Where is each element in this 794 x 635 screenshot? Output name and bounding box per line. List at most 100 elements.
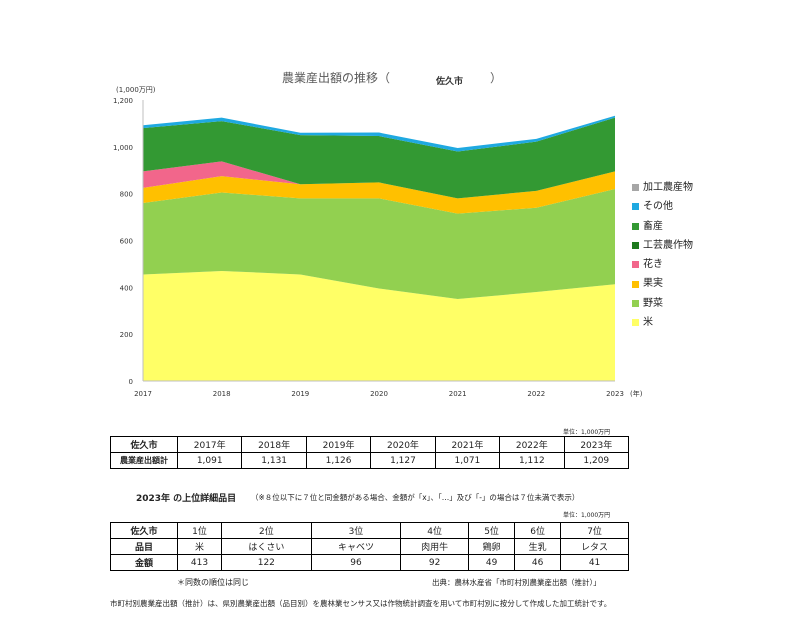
table-row: 金額 413 122 96 92 49 46 41 (110, 554, 629, 571)
table-header-cell: 4位 (400, 522, 470, 539)
y-tick-labels: 0 200 400 600 800 1,000 1,200 (113, 97, 133, 386)
legend-label: 工芸農作物 (643, 239, 693, 251)
table-cell: 49 (468, 554, 516, 571)
table-cell: キャベツ (310, 538, 402, 555)
table-header-cell: 6位 (514, 522, 562, 539)
table-row: 品目 米 はくさい キャベツ 肉用牛 鶏卵 生乳 レタス (110, 538, 629, 555)
table1-unit: 単位：1,000万円 (563, 429, 611, 436)
table-cell: 1,112 (499, 452, 565, 469)
table-cell: 米 (176, 538, 223, 555)
chart-legend: 加工農産物その他畜産工芸農作物花き果実野菜米 (632, 178, 693, 332)
table-row: 佐久市 2017年 2018年 2019年 2020年 2021年 2022年 … (110, 436, 630, 453)
table-header-cell: 2023年 (563, 436, 630, 453)
legend-item: 野菜 (632, 294, 693, 313)
row-label: 農業産出額計 (110, 452, 178, 469)
table-header-cell: 佐久市 (110, 522, 178, 539)
production-table: 佐久市 2017年 2018年 2019年 2020年 2021年 2022年 … (110, 436, 630, 469)
table-cell: 鶏卵 (468, 538, 516, 555)
y-tick-label: 0 (129, 378, 133, 386)
y-tick-label: 800 (120, 191, 133, 199)
table-cell: レタス (560, 538, 629, 555)
y-tick-label: 200 (120, 331, 133, 339)
stacked-area-chart: 農業産出額の推移（ 佐久市 ） (1,000万円) 0 200 400 600 800 1… (113, 70, 643, 398)
table-header-cell: 2021年 (434, 436, 501, 453)
area-series-6 (143, 115, 615, 152)
y-tick-label: 400 (120, 284, 133, 292)
area-series-1 (143, 188, 615, 300)
table-cell: 1,209 (563, 452, 630, 469)
area-series-5 (143, 117, 615, 199)
table-cell: 96 (310, 554, 402, 571)
ranking-title: 2023年 の上位詳細品目 (136, 494, 237, 504)
table-cell: 1,126 (305, 452, 372, 469)
table-header-cell: 5位 (468, 522, 516, 539)
legend-label: 野菜 (643, 297, 663, 309)
table-header-cell: 2018年 (241, 436, 307, 453)
chart-title-city: 佐久市 (435, 75, 463, 87)
table-cell: 肉用牛 (400, 538, 470, 555)
legend-label: 畜産 (643, 220, 663, 232)
table-cell: 46 (514, 554, 562, 571)
description-text: 市町村別農業産出額（推計）は、県別農業産出額（品目別）を農林業センサス又は作物統… (110, 599, 612, 608)
table-cell: はくさい (221, 538, 312, 555)
legend-label: 果実 (643, 278, 663, 290)
table-cell: 413 (176, 554, 223, 571)
x-tick-label: 2021 (449, 390, 467, 398)
legend-item: 果実 (632, 274, 693, 293)
table-header-cell: 佐久市 (110, 436, 178, 453)
legend-swatch (632, 242, 639, 250)
legend-swatch (632, 222, 639, 230)
area-series-group (143, 115, 615, 381)
legend-swatch (632, 319, 639, 327)
area-series-2 (143, 171, 615, 214)
y-tick-label: 1,200 (113, 97, 133, 105)
table-header-cell: 2位 (221, 522, 312, 539)
legend-swatch (632, 299, 639, 307)
table-header-cell: 7位 (560, 522, 629, 539)
table-row: 農業産出額計 1,091 1,131 1,126 1,127 1,071 1,1… (110, 452, 630, 469)
x-unit-label: (年) (630, 389, 643, 398)
legend-item: 加工農産物 (632, 178, 693, 197)
x-tick-label: 2019 (291, 390, 309, 398)
legend-swatch (632, 280, 639, 288)
x-tick-label: 2023 (606, 390, 624, 398)
ranking-unit: 単位：1,000万円 (563, 512, 611, 519)
legend-item: 花き (632, 255, 693, 274)
table-cell: 生乳 (514, 538, 562, 555)
legend-label: その他 (643, 201, 673, 213)
y-tick-label: 1,000 (113, 144, 133, 152)
ranking-note: （※８位以下に７位と同金額がある場合、金額が「x」、「…」及び「-」の場合は７位… (251, 493, 580, 502)
source-note: 出典：農林水産省「市町村別農業産出額（推計）」 (432, 578, 601, 587)
legend-label: 米 (643, 317, 653, 329)
table-header-cell: 3位 (310, 522, 402, 539)
x-tick-label: 2018 (213, 390, 231, 398)
legend-item: その他 (632, 197, 693, 216)
area-series-0 (143, 270, 615, 381)
table-header-cell: 1位 (176, 522, 223, 539)
table-cell: 1,127 (370, 452, 436, 469)
legend-label: 加工農産物 (643, 182, 693, 193)
legend-item: 米 (632, 313, 693, 332)
table-cell: 41 (560, 554, 629, 571)
table-header-cell: 2017年 (176, 436, 243, 453)
table-row: 佐久市 1位 2位 3位 4位 5位 6位 7位 (110, 522, 629, 539)
legend-swatch (632, 261, 639, 269)
y-tick-label: 600 (120, 238, 133, 246)
table-header-cell: 2019年 (305, 436, 372, 453)
x-tick-labels: 2017 2018 2019 2020 2021 2022 2023 (134, 390, 624, 398)
table-cell: 1,071 (434, 452, 501, 469)
row-label: 品目 (110, 538, 178, 555)
table-header-cell: 2020年 (370, 436, 436, 453)
legend-item: 畜産 (632, 217, 693, 236)
legend-swatch (632, 184, 639, 192)
chart-title-close: ） (490, 71, 502, 85)
table-cell: 1,091 (176, 452, 243, 469)
legend-label: 花き (643, 259, 663, 271)
table-cell: 122 (221, 554, 312, 571)
legend-swatch (632, 203, 639, 211)
footnote-same-rank: ＊同数の順位は同じ (177, 578, 249, 587)
x-tick-label: 2020 (370, 390, 388, 398)
table-cell: 92 (400, 554, 470, 571)
ranking-table: 佐久市 1位 2位 3位 4位 5位 6位 7位 品目 米 はくさい キャベツ … (110, 522, 629, 571)
x-tick-label: 2022 (527, 390, 545, 398)
